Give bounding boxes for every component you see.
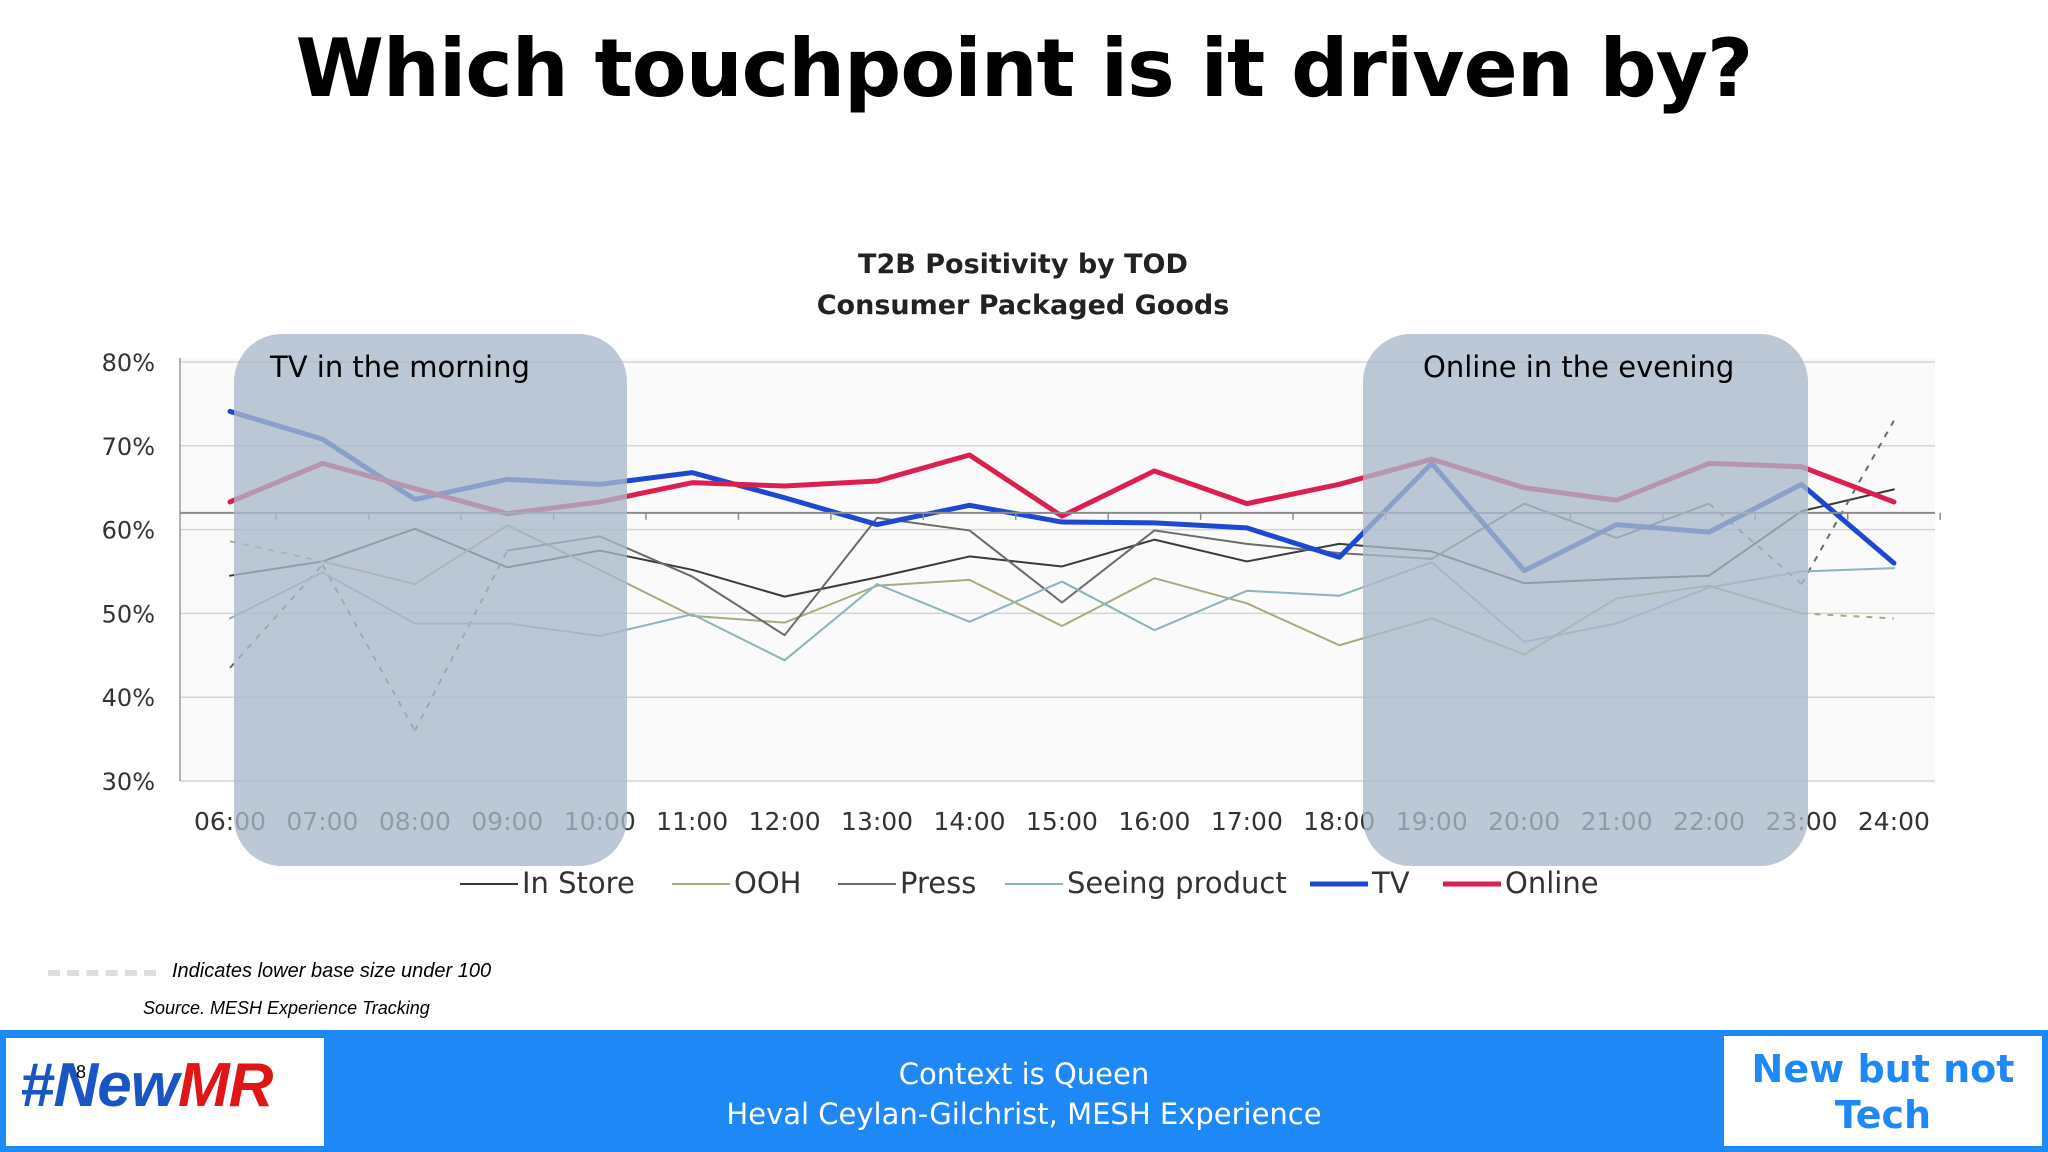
chart-legend: In Store OOH Press Seeing product TV Online — [460, 866, 1599, 900]
y-tick-label: 40% — [102, 684, 155, 712]
footer-bar: #NewMR 8 Context is Queen Heval Ceylan-G… — [0, 1030, 2048, 1152]
x-tick-label: 16:00 — [1118, 807, 1190, 836]
y-tick-label: 70% — [102, 433, 155, 461]
chart-subtitle: Consumer Packaged Goods — [817, 290, 1230, 321]
y-tick-label: 30% — [102, 768, 155, 796]
slide-title: Which touchpoint is it driven by? — [295, 22, 1754, 115]
x-tick-label: 15:00 — [1026, 807, 1098, 836]
legend-label: OOH — [734, 866, 801, 900]
y-tick-label: 60% — [102, 517, 155, 545]
dashed-line-key — [48, 970, 156, 976]
page-number: 8 — [76, 1062, 87, 1082]
x-tick-label: 12:00 — [749, 807, 821, 836]
legend-label: TV — [1371, 866, 1410, 900]
newmr-logo-text: #NewMR — [20, 1051, 273, 1120]
source-note: Source. MESH Experience Tracking — [143, 998, 430, 1018]
y-tick-label: 50% — [102, 600, 155, 628]
legend-label: In Store — [522, 866, 635, 900]
highlight-label: Online in the evening — [1423, 350, 1734, 384]
highlight-label: TV in the morning — [269, 350, 530, 384]
y-tick-label: 80% — [102, 349, 155, 377]
track-tag: New but not Tech — [1724, 1036, 2042, 1146]
line-chart: 30% 40% 50% 60% 70% 80% T2B Positivity by TOD C… — [102, 249, 1941, 900]
x-tick-label: 11:00 — [656, 807, 728, 836]
chart-title: T2B Positivity by TOD — [858, 249, 1188, 280]
footer-speaker: Heval Ceylan-Gilchrist, MESH Experience — [726, 1097, 1322, 1131]
highlight-box — [1363, 334, 1808, 866]
legend-label: Online — [1505, 866, 1599, 900]
x-tick-label: 24:00 — [1858, 807, 1930, 836]
track-tag-label: New but not Tech — [1751, 1047, 2015, 1137]
highlight-box — [234, 334, 627, 866]
footer-talk-title: Context is Queen — [898, 1057, 1150, 1091]
base-size-note: Indicates lower base size under 100 — [172, 960, 492, 982]
x-tick-label: 13:00 — [841, 807, 913, 836]
footer-caption: Context is Queen Heval Ceylan-Gilchrist,… — [524, 1054, 1524, 1134]
series-dashed-segment — [1800, 420, 1895, 585]
x-tick-label: 14:00 — [933, 807, 1005, 836]
series-dashed-segment — [1801, 612, 1894, 620]
x-tick-label: 17:00 — [1211, 807, 1283, 836]
legend-label: Press — [900, 866, 976, 900]
legend-label: Seeing product — [1067, 866, 1287, 900]
newmr-logo: #NewMR 8 — [6, 1038, 324, 1146]
